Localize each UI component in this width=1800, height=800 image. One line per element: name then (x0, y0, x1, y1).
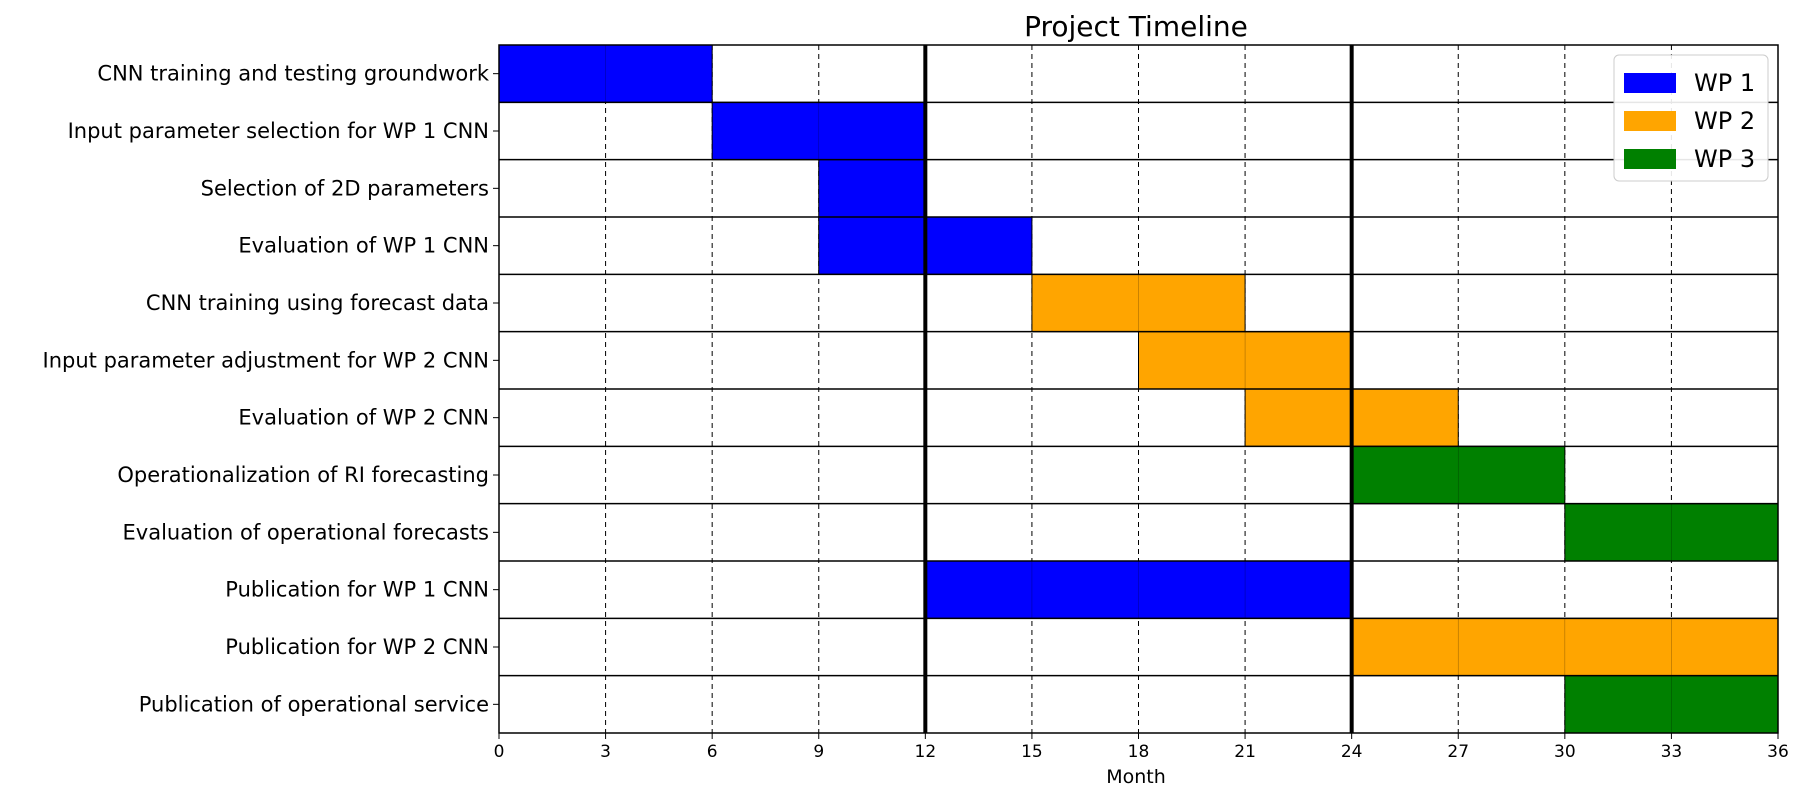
task-bar (498, 44, 713, 103)
x-tick-label: 15 (1021, 742, 1043, 762)
legend-label: WP 2 (1694, 107, 1755, 135)
x-tick-label: 18 (1128, 742, 1150, 762)
task-bar (1031, 273, 1246, 333)
major-grid-lines (923, 45, 1354, 733)
task-label: Evaluation of WP 2 CNN (238, 406, 489, 430)
task-bar (1138, 331, 1353, 390)
task-label: Publication for WP 2 CNN (225, 635, 489, 659)
x-tick-label: 12 (915, 742, 937, 762)
task-bar (1564, 503, 1779, 562)
task-bars (498, 44, 1779, 734)
task-label: Evaluation of operational forecasts (123, 520, 489, 544)
task-label: Input parameter adjustment for WP 2 CNN (43, 348, 489, 372)
task-label: Input parameter selection for WP 1 CNN (68, 119, 489, 143)
x-axis-title: Month (1106, 766, 1166, 788)
legend-swatch (1624, 73, 1676, 93)
legend-label: WP 1 (1694, 69, 1755, 97)
legend: WP 1 WP 2 WP 3 (1613, 54, 1769, 182)
task-label: CNN training using forecast data (146, 291, 489, 315)
legend-swatch (1624, 111, 1676, 131)
task-labels: CNN training and testing groundwork Input… (43, 62, 499, 716)
task-label: Selection of 2D parameters (201, 176, 489, 200)
x-tick-label: 3 (600, 742, 611, 762)
x-tick-label: 30 (1554, 742, 1576, 762)
x-tick-label: 36 (1767, 742, 1789, 762)
task-label: Evaluation of WP 1 CNN (238, 234, 489, 258)
task-bar (924, 560, 1353, 619)
row-separators (499, 101, 1778, 677)
task-label: Publication of operational service (139, 692, 489, 716)
task-label: Operationalization of RI forecasting (117, 463, 489, 487)
x-tick-label: 21 (1234, 742, 1256, 762)
x-axis-ticks: 0 3 6 9 12 15 18 21 24 27 30 33 36 (494, 733, 1789, 762)
task-label: CNN training and testing groundwork (97, 62, 489, 86)
x-tick-label: 27 (1447, 742, 1469, 762)
x-tick-label: 33 (1661, 742, 1683, 762)
legend-swatch (1624, 149, 1676, 169)
task-bar (818, 159, 926, 218)
x-tick-label: 9 (813, 742, 824, 762)
legend-label: WP 3 (1694, 145, 1755, 173)
chart-title: Project Timeline (1024, 10, 1248, 43)
task-bar (1351, 617, 1779, 677)
x-tick-label: 0 (494, 742, 505, 762)
x-tick-label: 6 (707, 742, 718, 762)
task-label: Publication for WP 1 CNN (225, 578, 489, 602)
x-tick-label: 24 (1341, 742, 1363, 762)
task-bar (1351, 445, 1566, 505)
